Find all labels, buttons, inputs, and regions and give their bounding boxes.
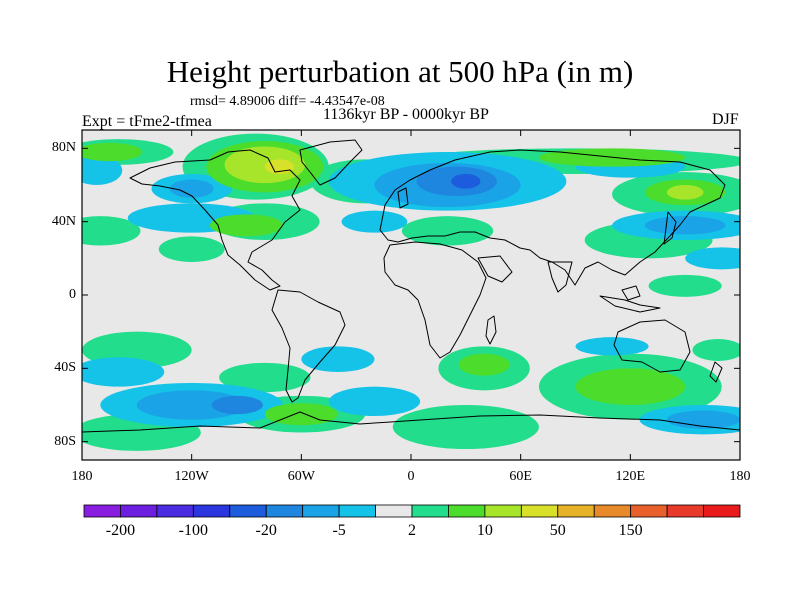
colorbar-box-17 — [703, 504, 741, 518]
coast-borneo — [621, 285, 641, 301]
contour-region-32 — [341, 210, 408, 233]
contour-region-48 — [666, 185, 704, 200]
colorbar-box-13 — [557, 504, 595, 518]
colorbar-box-7 — [338, 504, 376, 518]
contour-region-28 — [328, 386, 421, 417]
colorbar-label: 2 — [408, 522, 416, 539]
coast-greenland — [299, 139, 363, 186]
coast-madagascar — [485, 315, 497, 345]
contour-region-38 — [458, 353, 510, 376]
contour-region-42 — [169, 179, 214, 198]
colorbar-label: -100 — [178, 522, 208, 539]
coast-british-isles — [397, 187, 409, 209]
colorbar-box-10 — [448, 504, 486, 518]
colorbar-box-2 — [156, 504, 194, 518]
colorbar-box-3 — [192, 504, 231, 518]
coast-north-america — [129, 149, 301, 291]
lon-tick-label: 120E — [615, 469, 646, 484]
contour-region-52 — [451, 174, 481, 189]
coast-indonesia — [599, 295, 661, 313]
contour-region-39 — [575, 368, 686, 405]
time-period-label: 1136kyr BP - 0000kyr BP — [323, 106, 489, 123]
contour-region-18 — [692, 339, 740, 361]
colorbar-label: -20 — [255, 522, 277, 539]
contour-region-35 — [82, 142, 143, 162]
contour-region-8 — [401, 216, 494, 246]
coast-antarctica — [82, 411, 740, 433]
contour-region-43 — [136, 390, 247, 420]
lat-tick-label: 0 — [69, 287, 76, 302]
contour-region-37 — [209, 214, 284, 237]
lat-tick-label: 80S — [54, 433, 76, 449]
experiment-label: Expt = tFme2-tfmea — [82, 113, 212, 130]
contour-region-30 — [301, 346, 375, 372]
contour-region-50 — [211, 395, 263, 415]
tick-marks — [81, 130, 741, 460]
lat-tick-label: 40N — [51, 213, 76, 229]
coastlines — [82, 139, 740, 433]
colorbar-label: -200 — [105, 522, 136, 539]
contour-region-25 — [685, 247, 740, 270]
colorbar-label: -5 — [332, 522, 346, 539]
colorbar-label: 50 — [549, 522, 566, 539]
contour-region-7 — [158, 236, 225, 262]
colorbar-box-11 — [484, 504, 522, 518]
contour-region-31 — [575, 337, 649, 356]
colorbar-box-12 — [520, 504, 559, 518]
colorbar-box-16 — [666, 504, 704, 518]
colorbar-box-6 — [302, 504, 340, 518]
contour-region-2 — [82, 216, 141, 246]
colorbar-label: 150 — [618, 522, 643, 539]
contour-region-22 — [82, 155, 123, 185]
rmsd-diff-stats: rmsd= 4.89006 diff= -4.43547e-08 — [190, 94, 385, 109]
lat-tick-label: 80N — [51, 140, 76, 156]
colorbar-box-4 — [229, 504, 267, 518]
colorbar-box-8 — [375, 504, 413, 518]
colorbar-box-14 — [593, 504, 632, 518]
colorbar-label: 10 — [476, 522, 493, 539]
coast-arabia — [477, 255, 513, 283]
season-label: DJF — [712, 111, 739, 128]
contour-region-29 — [82, 357, 165, 387]
contour-region-10 — [648, 274, 722, 297]
contour-field — [82, 133, 740, 451]
lon-tick-label: 180 — [71, 469, 93, 484]
coast-africa — [383, 241, 487, 359]
coast-australia — [613, 319, 691, 373]
colorbar-box-15 — [630, 504, 668, 518]
contour-region-45 — [644, 216, 726, 235]
lon-tick-label: 0 — [407, 469, 415, 484]
coast-india — [547, 261, 573, 293]
colorbar-box-1 — [120, 504, 158, 518]
colorbar-box-5 — [265, 504, 304, 518]
colorbar-box-9 — [411, 504, 449, 518]
lat-tick-label: 40S — [54, 360, 76, 376]
colorbar-box-0 — [83, 504, 121, 518]
coast-japan — [663, 211, 677, 245]
coast-south-america — [271, 289, 346, 403]
coast-eurasia — [379, 149, 726, 286]
lon-tick-label: 120W — [174, 469, 209, 484]
lon-tick-label: 60E — [509, 469, 532, 484]
coast-new-zealand — [709, 361, 723, 383]
lon-tick-label: 180 — [729, 469, 751, 484]
lon-tick-label: 60W — [287, 469, 315, 484]
plot-title: Height perturbation at 500 hPa (in m) — [166, 54, 634, 89]
